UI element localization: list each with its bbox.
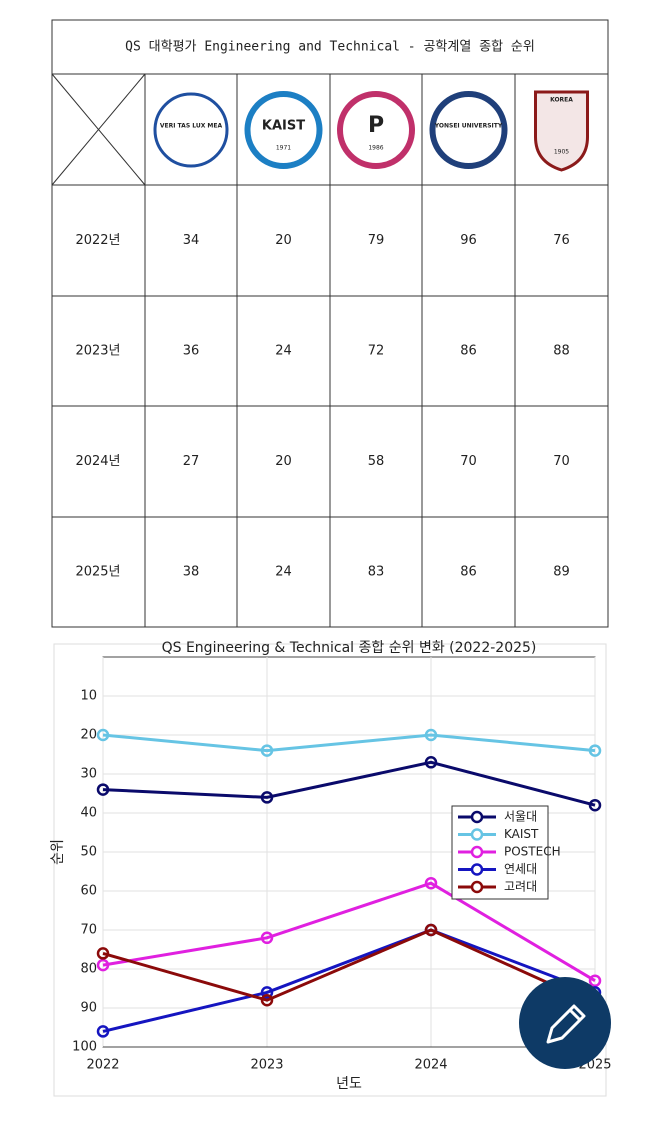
logo-circle	[429, 91, 508, 169]
logo-text: P	[368, 113, 384, 138]
data-point	[96, 958, 110, 972]
edit-button[interactable]	[519, 977, 611, 1069]
rank-cell: 79	[368, 233, 385, 248]
data-point	[424, 876, 438, 890]
x-tick-label: 2022	[86, 1058, 119, 1073]
logo-text: YONSEI UNIVERSITY	[434, 123, 503, 130]
logo-year: 1986	[368, 145, 383, 152]
rank-cell: 36	[183, 344, 200, 359]
data-point	[96, 728, 110, 742]
data-point	[588, 744, 602, 757]
y-tick-label: 30	[80, 767, 97, 782]
rank-cell: 86	[460, 565, 477, 580]
legend-marker	[470, 845, 484, 859]
rank-cell: 76	[553, 233, 570, 248]
legend-label: 서울대	[504, 810, 537, 824]
y-axis-label: 순위	[50, 839, 66, 865]
y-tick-label: 70	[80, 923, 97, 938]
data-point	[260, 791, 274, 804]
rank-cell: 83	[368, 565, 385, 580]
logo-year: 1971	[276, 145, 291, 152]
rank-cell: 96	[460, 233, 477, 248]
y-tick-label: 60	[80, 884, 97, 899]
series-line	[102, 881, 596, 982]
logo-text: VERI TAS LUX MEA	[160, 123, 223, 130]
series-line	[102, 760, 596, 807]
legend-label: 연세대	[504, 862, 537, 876]
logo-circle	[153, 92, 229, 168]
rank-cell: 70	[553, 454, 570, 469]
y-tick-label: 40	[80, 806, 97, 821]
rank-cell: 24	[275, 565, 292, 580]
data-point	[96, 783, 110, 796]
data-point	[424, 728, 438, 742]
data-point	[96, 947, 110, 960]
legend-label: KAIST	[504, 827, 539, 841]
rank-chart: QS Engineering & Technical 종합 순위 변화 (202…	[50, 640, 612, 1097]
rank-cell: 72	[368, 344, 385, 359]
rank-cell: 58	[368, 454, 385, 469]
legend-marker	[470, 828, 484, 841]
legend-marker	[470, 863, 484, 876]
y-tick-label: 50	[80, 845, 97, 860]
row-year: 2025년	[75, 565, 120, 580]
edit-button-bg[interactable]	[519, 977, 611, 1069]
rank-cell: 27	[183, 454, 200, 469]
rank-cell: 38	[183, 565, 200, 580]
row-year: 2023년	[75, 344, 120, 359]
x-tick-label: 2023	[250, 1058, 283, 1073]
data-point	[588, 798, 602, 812]
data-point	[260, 931, 274, 945]
legend-label: 고려대	[504, 880, 537, 894]
data-point	[424, 923, 438, 937]
logo-circle	[244, 91, 323, 169]
logo-year: 1905	[554, 149, 569, 156]
chart-frame	[53, 643, 607, 1097]
legend-label: POSTECH	[504, 845, 561, 859]
y-tick-label: 10	[80, 689, 97, 704]
x-tick-label: 2024	[414, 1058, 447, 1073]
x-axis-label: 년도	[336, 1076, 362, 1092]
legend-marker	[470, 880, 484, 894]
rank-cell: 70	[460, 454, 477, 469]
rank-cell: 89	[553, 565, 570, 580]
pencil-icon[interactable]	[546, 1004, 586, 1044]
series-line	[102, 928, 596, 1033]
logo-text: KOREA	[550, 97, 573, 104]
y-tick-label: 20	[80, 728, 97, 743]
rank-table: QS 대학평가 Engineering and Technical - 공학계열…	[51, 19, 609, 628]
rank-cell: 20	[275, 454, 292, 469]
rank-cell: 24	[275, 344, 292, 359]
corner-cross	[51, 73, 146, 186]
data-point	[588, 974, 602, 987]
data-point	[260, 744, 274, 757]
legend-marker	[470, 810, 484, 824]
logo-shield	[534, 90, 589, 172]
data-point	[424, 756, 438, 769]
rank-cell: 88	[553, 344, 570, 359]
series-line	[102, 928, 596, 1006]
logo-text: KAIST	[262, 119, 305, 134]
y-tick-label: 100	[72, 1040, 97, 1055]
row-year: 2022년	[75, 233, 120, 248]
rank-cell: 34	[183, 233, 200, 248]
series-line	[102, 733, 596, 753]
rank-cell: 86	[460, 344, 477, 359]
data-point	[260, 986, 274, 999]
row-year: 2024년	[75, 454, 120, 469]
chart-title: QS Engineering & Technical 종합 순위 변화 (202…	[162, 640, 537, 656]
rank-cell: 20	[275, 233, 292, 248]
data-point	[96, 1025, 110, 1038]
data-point	[260, 993, 274, 1007]
logo-circle	[337, 91, 415, 169]
table-title: QS 대학평가 Engineering and Technical - 공학계열…	[125, 40, 535, 55]
y-tick-label: 80	[80, 962, 97, 977]
y-tick-label: 90	[80, 1001, 97, 1016]
